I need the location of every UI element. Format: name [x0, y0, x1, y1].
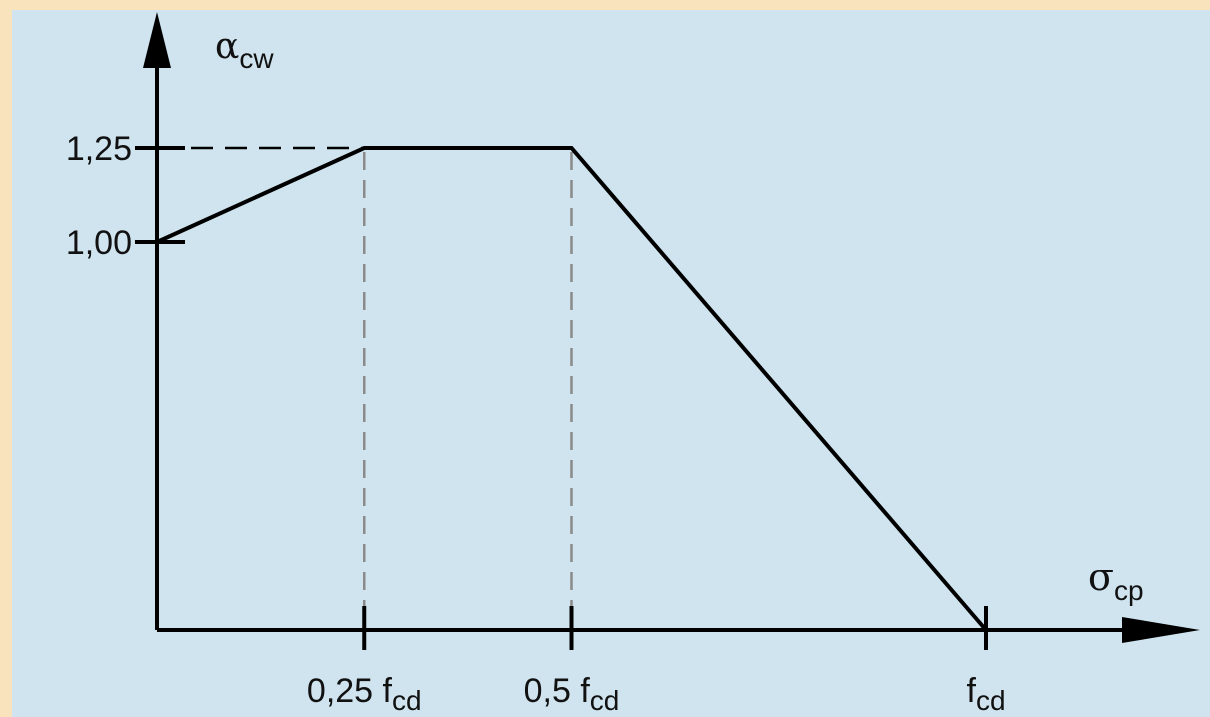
y-axis-symbol: α — [215, 26, 239, 67]
series — [156, 146, 988, 632]
y-tick-label-1: 1,00 — [66, 224, 132, 262]
x-axis-label: σcp — [1088, 555, 1144, 606]
x-axis-symbol: σ — [1088, 555, 1114, 599]
x-axis-arrow-icon — [1122, 617, 1200, 643]
x-tick-label-1: 0,5 fcd — [524, 672, 620, 716]
x-tick-label-2: fcd — [966, 672, 1005, 716]
y-axis-subscript: cw — [239, 43, 274, 74]
y-axis-label: αcw — [215, 26, 274, 74]
axes — [143, 12, 1200, 643]
y-tick-label-0: 1,25 — [66, 130, 132, 168]
plot-panel — [12, 10, 1210, 717]
ticks: 1,25 1,00 0,25 fcd 0,5 fcd fcd — [66, 130, 1006, 716]
y-axis-arrow-icon — [143, 12, 171, 68]
guide-lines — [157, 146, 573, 608]
series-line-0 — [156, 146, 988, 632]
x-axis-subscript: cp — [1114, 575, 1144, 606]
x-tick-label-0: 0,25 fcd — [307, 672, 422, 716]
